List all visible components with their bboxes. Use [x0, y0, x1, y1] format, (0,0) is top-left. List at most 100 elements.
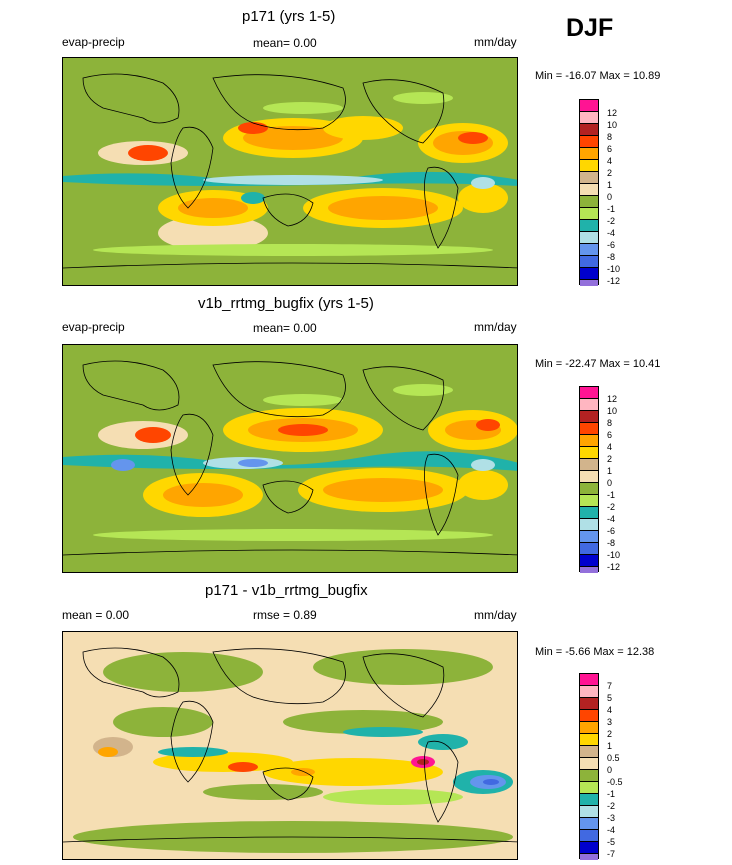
panel1-colorbar-tick: 10 [607, 120, 618, 130]
panel2-colorbar-swatch [580, 531, 598, 543]
panel3-units-label: mm/day [474, 608, 517, 622]
panel1-colorbar-swatch [580, 208, 598, 220]
panel2-colorbar-tick: -10 [607, 550, 621, 560]
panel3-colorbar-tick: 1 [607, 741, 613, 751]
panel3-map [62, 631, 518, 860]
panel2-colorbar-tick: -6 [607, 526, 616, 536]
panel2-map [62, 344, 518, 573]
panel2-colorbar-tick: 8 [607, 418, 613, 428]
panel3-colorbar-tick: 0.5 [607, 753, 620, 763]
panel1-title: p171 (yrs 1-5) [242, 8, 336, 25]
panel1-colorbar-tick: 1 [607, 180, 613, 190]
panel1-colorbar-swatch [580, 280, 598, 286]
panel2-colorbar-tick: -4 [607, 514, 616, 524]
panel1-colorbar-tick: 2 [607, 168, 613, 178]
panel2-colorbar-tick: 12 [607, 394, 618, 404]
panel1-colorbar-swatch [580, 244, 598, 256]
panel1-colorbar-swatch [580, 184, 598, 196]
panel2-colorbar-tick: -2 [607, 502, 616, 512]
panel2-colorbar-swatch [580, 555, 598, 567]
panel2-colorbar-swatch [580, 483, 598, 495]
panel1-colorbar-swatch [580, 112, 598, 124]
panel2-colorbar-swatch [580, 387, 598, 399]
panel2-colorbar-swatch [580, 435, 598, 447]
panel1-colorbar-tick: 12 [607, 108, 618, 118]
panel2-colorbar-tick: -8 [607, 538, 616, 548]
panel2-colorbar-swatch [580, 447, 598, 459]
panel3-colorbar-swatch [580, 746, 598, 758]
panel1-colorbar-swatch [580, 100, 598, 112]
panel2-minmax-label: Min = -22.47 Max = 10.41 [535, 358, 661, 370]
panel2-colorbar-swatch [580, 507, 598, 519]
panel3-colorbar-swatch [580, 722, 598, 734]
panel1-colorbar-tick: 4 [607, 156, 613, 166]
panel3-colorbar-swatch [580, 710, 598, 722]
panel1-colorbar-swatch [580, 136, 598, 148]
panel1-colorbar-swatch [580, 232, 598, 244]
panel3-colorbar-tick: 0 [607, 765, 613, 775]
panel1-units-label: mm/day [474, 35, 517, 49]
panel1-colorbar-tick: 6 [607, 144, 613, 154]
panel2-colorbar-tick: 10 [607, 406, 618, 416]
panel1-variable-label: evap-precip [62, 35, 125, 49]
panel3-colorbar-swatch [580, 758, 598, 770]
panel3-colorbar-tick: -5 [607, 837, 616, 847]
panel3-colorbar-tick: 7 [607, 681, 613, 691]
panel3-colorbar [579, 673, 599, 860]
panel2-colorbar-swatch [580, 399, 598, 411]
panel2-colorbar-tick: 4 [607, 442, 613, 452]
panel3-colorbar-swatch [580, 686, 598, 698]
panel1-colorbar-swatch [580, 172, 598, 184]
panel3-colorbar-tick: 2 [607, 729, 613, 739]
panel2-variable-label: evap-precip [62, 320, 125, 334]
panel3-colorbar-tick: -3 [607, 813, 616, 823]
panel3-colorbar-swatch [580, 830, 598, 842]
panel3-colorbar-tick: -7 [607, 849, 616, 859]
panel3-colorbar-swatch [580, 698, 598, 710]
panel2-colorbar-swatch [580, 543, 598, 555]
panel1-colorbar-swatch [580, 124, 598, 136]
panel2-colorbar-tick: 2 [607, 454, 613, 464]
panel2-colorbar-tick: 1 [607, 466, 613, 476]
panel3-colorbar-swatch [580, 818, 598, 830]
panel2-colorbar-swatch [580, 495, 598, 507]
panel2-colorbar-tick: -12 [607, 562, 621, 572]
panel1-colorbar-swatch [580, 196, 598, 208]
panel1-colorbar-tick: -4 [607, 228, 616, 238]
panel2-colorbar-tick: 0 [607, 478, 613, 488]
panel3-colorbar-tick: -0.5 [607, 777, 623, 787]
panel1-colorbar-tick: -12 [607, 276, 621, 286]
panel1-colorbar-swatch [580, 268, 598, 280]
panel3-colorbar-swatch [580, 854, 598, 860]
panel3-minmax-label: Min = -5.66 Max = 12.38 [535, 646, 655, 658]
panel3-rmse-label: rmse = 0.89 [253, 608, 317, 622]
panel2-title: v1b_rrtmg_bugfix (yrs 1-5) [198, 295, 374, 312]
panel2-colorbar [579, 386, 599, 573]
panel2-colorbar-swatch [580, 459, 598, 471]
panel1-colorbar-tick: 0 [607, 192, 613, 202]
panel1-colorbar-tick: 8 [607, 132, 613, 142]
panel2-colorbar-swatch [580, 519, 598, 531]
panel1-colorbar [579, 99, 599, 286]
panel2-colorbar-swatch [580, 567, 598, 573]
panel3-colorbar-tick: 3 [607, 717, 613, 727]
panel2-mean-label: mean= 0.00 [253, 321, 317, 335]
panel3-colorbar-tick: 4 [607, 705, 613, 715]
panel2-colorbar-swatch [580, 471, 598, 483]
panel3-colorbar-swatch [580, 770, 598, 782]
panel1-minmax-label: Min = -16.07 Max = 10.89 [535, 70, 661, 82]
panel3-colorbar-swatch [580, 734, 598, 746]
panel3-title: p171 - v1b_rrtmg_bugfix [205, 582, 368, 599]
panel3-colorbar-tick: -2 [607, 801, 616, 811]
panel3-colorbar-swatch [580, 674, 598, 686]
panel1-colorbar-swatch [580, 220, 598, 232]
panel1-colorbar-tick: -6 [607, 240, 616, 250]
panel2-colorbar-tick: 6 [607, 430, 613, 440]
panel3-mean-label: mean = 0.00 [62, 608, 130, 622]
season-label: DJF [566, 14, 614, 42]
panel2-colorbar-swatch [580, 411, 598, 423]
panel3-colorbar-tick: -4 [607, 825, 616, 835]
panel3-colorbar-tick: -1 [607, 789, 616, 799]
panel3-colorbar-tick: 5 [607, 693, 613, 703]
panel1-colorbar-tick: -10 [607, 264, 621, 274]
